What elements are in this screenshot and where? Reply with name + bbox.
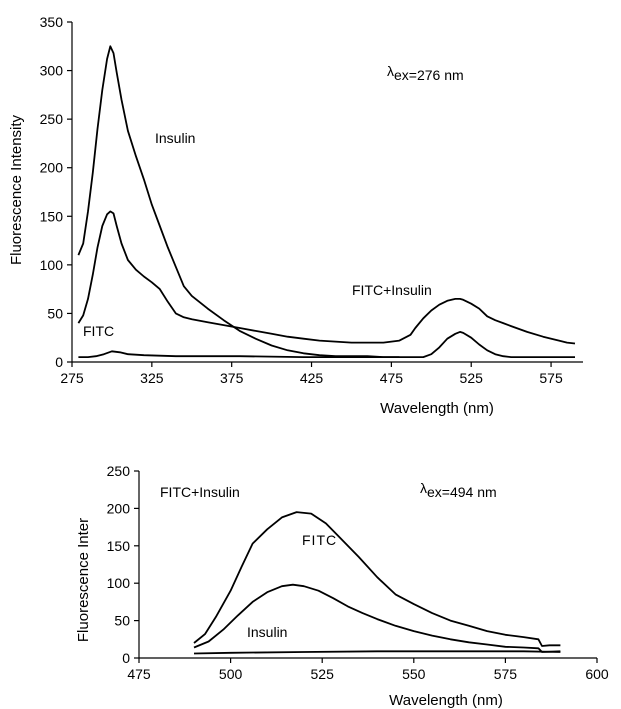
top-y-tick-label: 0 — [55, 354, 63, 370]
bottom-x-tick-label: 575 — [494, 666, 518, 682]
top-x-tick-label: 475 — [380, 370, 404, 386]
top-excitation-annotation: λex=276 nm — [387, 63, 464, 83]
bottom-x-tick-label: 525 — [311, 666, 335, 682]
top-series-label-insulin: Insulin — [155, 130, 195, 146]
bottom-series-label-fitc: FITC — [302, 532, 337, 548]
bottom-y-axis-label: Fluorescence Inter — [75, 518, 92, 642]
bottom-series-line-fitc-insulin — [193, 511, 561, 647]
bottom-series-label-fitc-insulin: FITC+Insulin — [160, 484, 240, 500]
bottom-series-lines — [193, 511, 561, 655]
lambda-symbol: λ — [420, 480, 427, 496]
top-x-tick-label: 375 — [220, 370, 244, 386]
top-x-tick-label: 325 — [140, 370, 164, 386]
chart-bottom-excitation-494: 0 50 100 150 200 250 475 500 525 550 575 600 Fluore… — [75, 463, 609, 709]
bottom-y-tick-label: 250 — [107, 463, 131, 479]
bottom-x-tick-label: 600 — [585, 666, 609, 682]
top-excitation-text: ex=276 nm — [394, 67, 464, 83]
top-x-axis-label: Wavelength (nm) — [380, 400, 494, 417]
bottom-series-line-fitc — [193, 583, 561, 653]
bottom-y-tick-label: 100 — [107, 575, 131, 591]
bottom-series-label-insulin: Insulin — [247, 624, 287, 640]
bottom-y-tick-label: 0 — [122, 650, 130, 666]
top-series-lines — [77, 45, 576, 358]
top-x-tick-label: 275 — [60, 370, 84, 386]
top-y-tick-label: 100 — [40, 257, 64, 273]
chart-top-excitation-276: 0 50 100 150 200 250 300 350 275 325 375 425 475 525 5… — [8, 14, 583, 417]
top-y-tick-label: 50 — [47, 305, 63, 321]
top-series-label-fitc: FITC — [83, 323, 114, 339]
top-x-tick-label: 525 — [460, 370, 484, 386]
bottom-series-line-insulin — [193, 650, 561, 655]
top-series-line-insulin — [77, 45, 400, 358]
bottom-x-axis-label: Wavelength (nm) — [389, 692, 503, 709]
top-series-label-fitc-insulin: FITC+Insulin — [352, 282, 432, 298]
bottom-excitation-text: ex=494 nm — [427, 484, 497, 500]
bottom-excitation-annotation: λex=494 nm — [420, 480, 497, 500]
top-x-tick-label: 425 — [300, 370, 324, 386]
bottom-x-tick-label: 550 — [402, 666, 426, 682]
bottom-axis-ticks: 0 50 100 150 200 250 475 500 525 550 575 600 — [107, 463, 609, 682]
top-axis-ticks: 0 50 100 150 200 250 300 350 275 325 375 425 475 525 5… — [40, 14, 563, 386]
top-y-tick-label: 300 — [40, 63, 64, 79]
bottom-x-tick-label: 475 — [127, 666, 151, 682]
top-y-tick-label: 250 — [40, 111, 64, 127]
bottom-y-tick-label: 50 — [114, 613, 130, 629]
bottom-y-tick-label: 150 — [107, 538, 131, 554]
top-y-tick-label: 200 — [40, 160, 64, 176]
top-y-axis-label: Fluorescence Intensity — [8, 114, 25, 265]
top-y-tick-label: 150 — [40, 208, 64, 224]
top-series-line-fitc — [78, 331, 575, 358]
bottom-y-tick-label: 200 — [107, 500, 131, 516]
top-x-tick-label: 575 — [539, 370, 563, 386]
top-y-tick-label: 350 — [40, 14, 64, 30]
lambda-symbol: λ — [387, 63, 394, 79]
bottom-x-tick-label: 500 — [219, 666, 243, 682]
top-series-line-fitc-insulin — [77, 210, 576, 345]
